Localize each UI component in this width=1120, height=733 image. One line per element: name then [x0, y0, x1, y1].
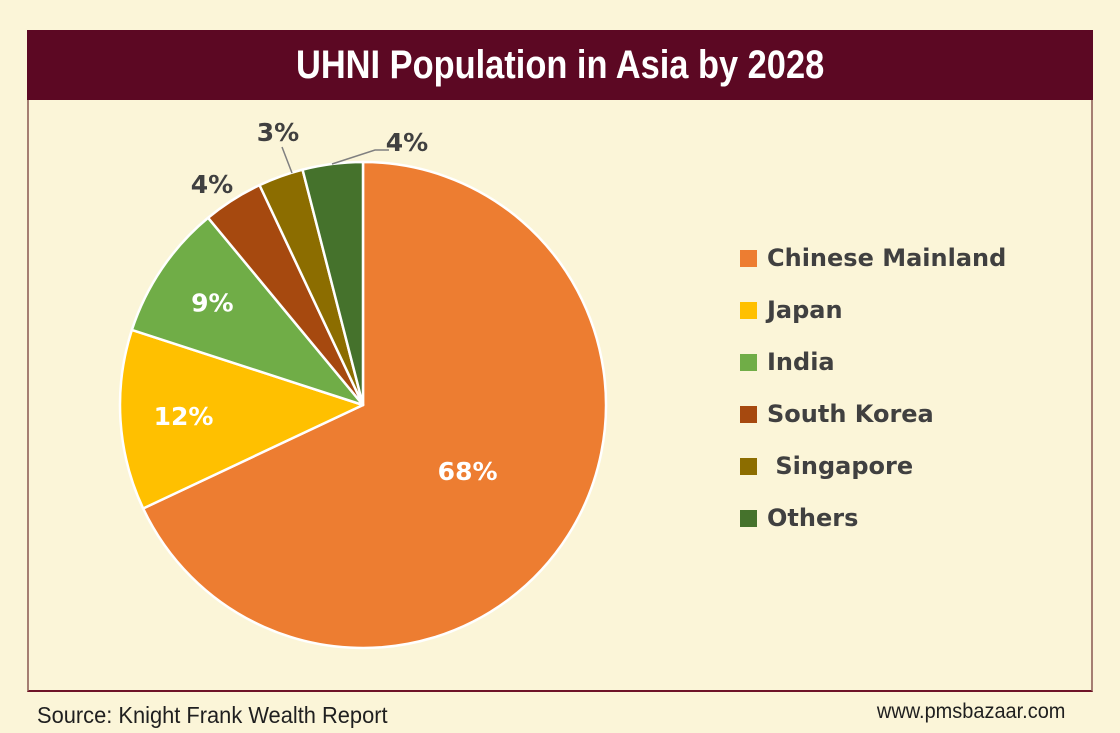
legend: Chinese Mainland Japan India South Korea Si… — [740, 244, 1006, 556]
legend-label-india: India — [767, 348, 835, 376]
chart-header: UHNI Population in Asia by 2028 — [27, 30, 1093, 100]
page-title: UHNI Population in Asia by 2028 — [295, 42, 825, 87]
pie-label-india: 9% — [191, 288, 233, 317]
legend-swatch-india — [740, 353, 757, 371]
legend-swatch-singapore — [740, 457, 757, 475]
legend-item-india: India — [740, 348, 1006, 376]
source-note: Source: Knight Frank Wealth Report — [37, 702, 388, 728]
legend-swatch-japan — [740, 301, 757, 319]
legend-label-others: Others — [767, 504, 859, 532]
chart-frame: UHNI Population in Asia by 2028 — [27, 30, 1093, 692]
legend-label-south-korea: South Korea — [767, 400, 934, 428]
pie-label-others: 4% — [386, 128, 428, 157]
legend-item-chinese-mainland: Chinese Mainland — [740, 244, 1006, 272]
pie-label-japan: 12% — [154, 402, 214, 431]
legend-label-singapore: Singapore — [767, 452, 914, 480]
leader-line-singapore — [281, 146, 293, 174]
legend-item-japan: Japan — [740, 296, 1006, 324]
legend-item-south-korea: South Korea — [740, 400, 1006, 428]
pie-label-singapore: 3% — [257, 118, 299, 147]
legend-item-singapore: Singapore — [740, 452, 1006, 480]
pie-slice-india — [130, 216, 365, 407]
pie-slice-chinese-mainland — [141, 160, 608, 650]
pie-label-south-korea: 4% — [191, 170, 233, 199]
website-link[interactable]: www.pmsbazaar.com — [876, 700, 1065, 723]
leader-line-others — [331, 149, 389, 165]
legend-item-others: Others — [740, 504, 1006, 532]
pie-slice-japan — [118, 328, 365, 510]
legend-swatch-others — [740, 509, 757, 527]
legend-swatch-chinese-mainland — [740, 249, 757, 267]
legend-label-chinese-mainland: Chinese Mainland — [767, 244, 1007, 272]
pie-label-chinese-mainland: 68% — [438, 457, 498, 486]
legend-swatch-south-korea — [740, 405, 757, 423]
legend-label-japan: Japan — [767, 296, 843, 324]
